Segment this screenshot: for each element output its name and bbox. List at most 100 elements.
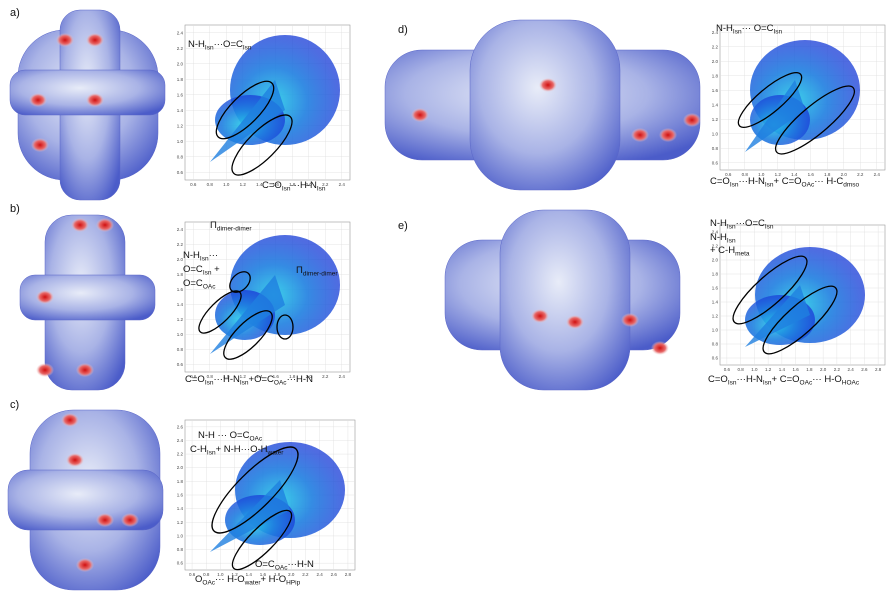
annotation-text: C=O <box>708 374 728 385</box>
y-tick-label: 2.0 <box>712 59 719 64</box>
annotation-subscript: Isn <box>317 186 326 193</box>
hirshfeld-surface <box>10 10 165 200</box>
annotation-subscript: OAc <box>275 565 288 572</box>
y-tick-label: 0.6 <box>712 160 719 165</box>
annotation-text: N-H <box>710 218 727 229</box>
annotation-subscript: OAc <box>202 580 215 587</box>
contact-spot <box>86 93 104 107</box>
annotation-text: + C=O <box>772 374 800 385</box>
y-tick-label: 1.4 <box>177 506 184 511</box>
y-tick-label: 1.6 <box>712 286 719 291</box>
y-tick-label: 1.2 <box>177 317 184 322</box>
panel-label: c) <box>10 399 19 411</box>
x-tick-label: 2.0 <box>820 367 827 372</box>
annotation: C=OIsn···H-NIsn <box>262 180 326 193</box>
panel-label: b) <box>10 203 20 215</box>
panel: e)0.60.81.01.21.41.61.82.02.22.40.60.81.… <box>398 210 885 390</box>
y-tick-label: 2.4 <box>177 30 184 35</box>
annotation-text: ···H-N <box>287 374 314 385</box>
annotation-text: N-H <box>188 39 205 50</box>
annotation-text: ···H-N <box>213 374 240 385</box>
x-tick-label: 0.6 <box>190 182 197 187</box>
y-tick-label: 1.0 <box>177 533 184 538</box>
y-tick-label: 0.6 <box>177 561 184 566</box>
y-tick-label: 0.8 <box>712 342 719 347</box>
annotation-text: + H-O <box>261 574 287 585</box>
y-tick-label: 1.0 <box>712 328 719 333</box>
y-tick-label: 1.4 <box>177 302 184 307</box>
annotation-text: O=C <box>183 278 203 289</box>
annotation-text: ··· O=C <box>742 23 774 34</box>
annotation-text: + <box>211 264 220 275</box>
y-tick-label: 0.6 <box>712 356 719 361</box>
x-tick-label: 2.4 <box>339 182 346 187</box>
x-tick-label: 1.2 <box>240 182 247 187</box>
annotation: N-HIsn··· O=CIsn <box>716 23 783 36</box>
annotation-text: ··· H-O <box>215 574 245 585</box>
annotation-subscript: dimer-dimer <box>217 226 253 233</box>
annotation-text: + N-H···O-H <box>216 444 268 455</box>
annotation-subscript: Isn <box>243 45 252 52</box>
annotation-subscript: OAc <box>203 284 216 291</box>
x-tick-label: 2.2 <box>834 367 841 372</box>
hirshfeld-surface <box>20 215 155 390</box>
y-tick-label: 1.8 <box>712 272 719 277</box>
y-tick-label: 1.0 <box>177 139 184 144</box>
y-tick-label: 2.4 <box>177 438 184 443</box>
y-tick-label: 1.4 <box>177 108 184 113</box>
x-tick-label: 2.2 <box>302 572 309 577</box>
contact-spot <box>76 558 94 572</box>
y-tick-label: 0.8 <box>177 547 184 552</box>
x-tick-label: 0.8 <box>737 367 744 372</box>
y-tick-label: 2.2 <box>177 242 184 247</box>
y-tick-label: 2.4 <box>177 227 184 232</box>
x-tick-label: 0.6 <box>724 367 731 372</box>
y-tick-label: 1.8 <box>712 73 719 78</box>
annotation-text: N-H <box>716 23 733 34</box>
annotation-text: C=O <box>710 176 730 187</box>
y-tick-label: 1.2 <box>177 123 184 128</box>
annotation-subscript: meta <box>735 251 750 258</box>
annotation-subscript: HPip <box>286 580 300 587</box>
annotation-subscript: OAc <box>800 380 813 387</box>
contact-spot <box>566 315 584 329</box>
x-tick-label: 1.2 <box>765 367 772 372</box>
y-tick-label: 2.2 <box>177 46 184 51</box>
annotation-text: ··· H-C <box>814 176 843 187</box>
contact-spot <box>539 78 557 92</box>
y-tick-label: 0.8 <box>712 146 719 151</box>
x-tick-label: 2.8 <box>875 367 882 372</box>
y-tick-label: 2.6 <box>177 424 184 429</box>
y-tick-label: 1.8 <box>177 479 184 484</box>
x-tick-label: 2.6 <box>331 572 338 577</box>
contact-spot <box>31 138 49 152</box>
figure: a) 0.6 0.8 1.0 1.2 1.4 1.6 1.8 2.0 2.2 2.4 0.6 0.8 1.… <box>0 0 893 593</box>
annotation-text: O=C <box>183 264 203 275</box>
hirshfeld-surface <box>445 210 680 390</box>
contact-spot <box>61 413 79 427</box>
contact-spot <box>71 218 89 232</box>
panel: b)0.60.81.01.21.41.61.82.02.22.40.60.81.… <box>10 203 350 390</box>
x-tick-label: 2.4 <box>847 367 854 372</box>
y-tick-label: 1.8 <box>177 77 184 82</box>
annotation: C=OIsn···H-NIsn+ C=OOAc··· H-OHOAc <box>708 374 860 387</box>
annotation-subscript: Isn <box>765 224 774 231</box>
annotation-text: ···H-N <box>287 559 314 570</box>
contact-spot <box>76 363 94 377</box>
panel-label: a) <box>10 7 20 19</box>
contact-spot <box>96 513 114 527</box>
panel-label: e) <box>398 220 408 232</box>
y-tick-label: 0.6 <box>177 170 184 175</box>
x-tick-label: 1.4 <box>779 367 786 372</box>
surface-shape <box>10 70 165 115</box>
y-tick-label: 2.0 <box>177 61 184 66</box>
annotation-subscript: water <box>267 450 285 457</box>
x-tick-label: 2.6 <box>861 367 868 372</box>
y-tick-label: 1.6 <box>177 92 184 97</box>
contact-spot <box>411 108 429 122</box>
y-tick-label: 0.8 <box>177 154 184 159</box>
annotation-subscript: OAc <box>249 436 262 443</box>
